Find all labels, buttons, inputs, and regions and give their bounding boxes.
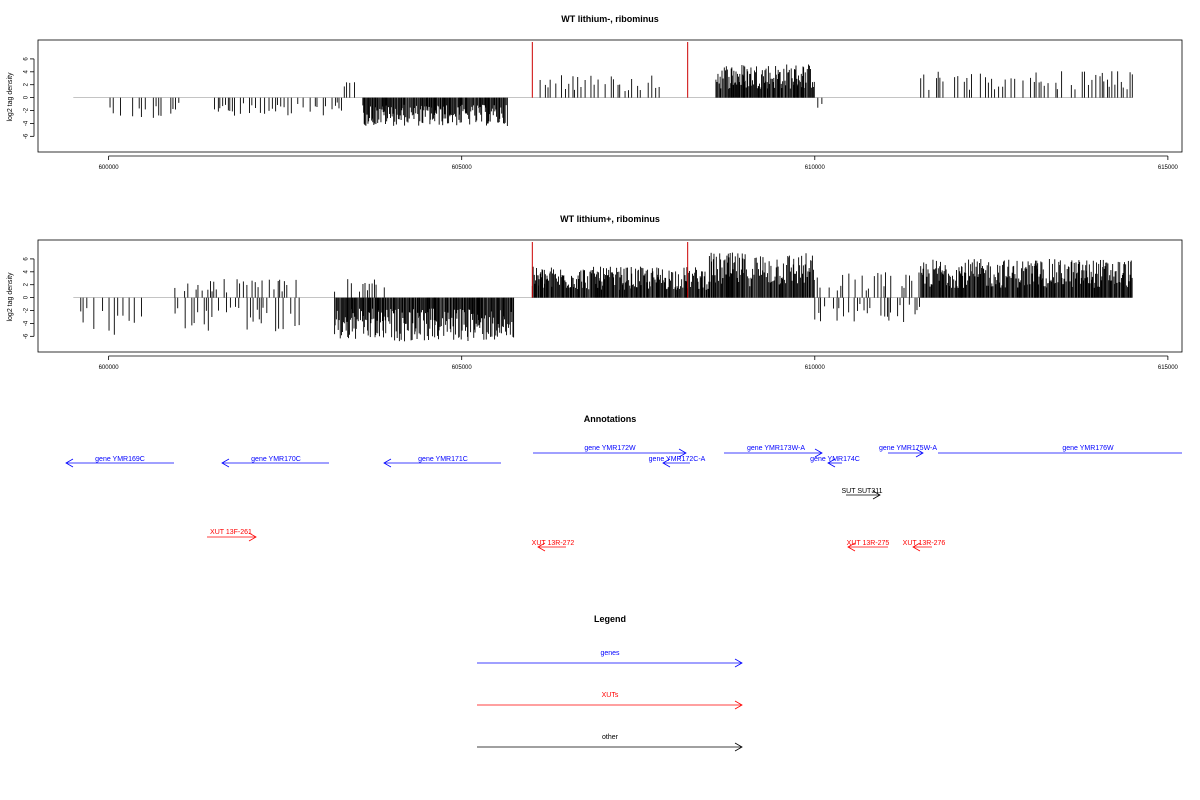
gene-label: gene YMR175W-A xyxy=(879,445,937,452)
signal-bars xyxy=(73,64,1133,126)
plot-frame xyxy=(37,239,1183,353)
y-tick-label: 6 xyxy=(24,257,30,261)
xut-label: XUT 13F-261 xyxy=(210,529,252,536)
xut-13R-272: XUT 13R-272 xyxy=(532,540,575,552)
gene-YMR170C: gene YMR170C xyxy=(221,456,329,468)
y-tick-label: 0 xyxy=(24,295,30,299)
gene-YMR173W-A: gene YMR173W-A xyxy=(724,445,823,458)
panel-title: WT lithium+, ribominus xyxy=(560,214,660,224)
xut-label: XUT 13R-275 xyxy=(847,540,890,547)
plot-frame xyxy=(37,39,1183,153)
sut-SUT311: SUT SUT311 xyxy=(842,488,883,500)
y-tick-label: -4 xyxy=(24,320,30,326)
gene-YMR172W: gene YMR172W xyxy=(533,445,687,458)
xut-label: XUT 13R-276 xyxy=(903,540,946,547)
marker-lines xyxy=(531,242,689,298)
legend-panel: Legend genes XUTs other xyxy=(477,614,743,752)
xut-13F-261: XUT 13F-261 xyxy=(207,529,257,542)
legend-title: Legend xyxy=(594,614,626,624)
legend-xuts-label: XUTs xyxy=(602,692,619,699)
x-tick-label: 600000 xyxy=(99,165,120,171)
gene-YMR175W-A: gene YMR175W-A xyxy=(879,445,937,458)
x-tick-label: 615000 xyxy=(1158,365,1179,371)
xut-label: XUT 13R-272 xyxy=(532,540,575,547)
x-axis: 600000 605000 610000 615000 xyxy=(99,355,1179,371)
signal-bars xyxy=(73,252,1133,342)
x-tick-label: 610000 xyxy=(805,165,826,171)
gene-YMR169C: gene YMR169C xyxy=(65,456,174,468)
gene-YMR171C: gene YMR171C xyxy=(383,456,501,468)
gene-YMR174C: gene YMR174C xyxy=(810,456,860,468)
y-tick-label: 4 xyxy=(24,69,30,73)
y-axis-label: log2 tag density xyxy=(7,272,14,322)
track-panel-lithium-minus: WT lithium-, ribominus log2 tag density … xyxy=(7,14,1183,171)
legend-other-label: other xyxy=(602,734,619,741)
gene-label: gene YMR172C-A xyxy=(649,456,706,463)
panel-title: WT lithium-, ribominus xyxy=(561,14,659,24)
legend-genes: genes xyxy=(477,650,743,668)
legend-genes-label: genes xyxy=(600,650,620,657)
legend-other: other xyxy=(477,734,743,752)
annotations-title: Annotations xyxy=(584,414,637,424)
y-tick-label: 0 xyxy=(24,95,30,99)
y-tick-label: -6 xyxy=(24,133,30,139)
x-tick-label: 600000 xyxy=(99,365,120,371)
y-tick-label: -2 xyxy=(24,307,30,313)
gene-label: gene YMR170C xyxy=(251,456,301,463)
xut-13R-275: XUT 13R-275 xyxy=(847,540,890,552)
gene-YMR176W: gene YMR176W xyxy=(938,445,1182,454)
x-tick-label: 605000 xyxy=(452,365,473,371)
sut-label: SUT SUT311 xyxy=(842,488,883,495)
y-tick-label: -4 xyxy=(24,120,30,126)
y-axis-label: log2 tag density xyxy=(7,72,14,122)
x-tick-label: 615000 xyxy=(1158,165,1179,171)
legend-xuts: XUTs xyxy=(477,692,743,710)
gene-YMR172C-A: gene YMR172C-A xyxy=(649,456,706,468)
y-tick-label: 2 xyxy=(24,282,30,286)
marker-lines xyxy=(531,42,689,98)
y-axis: -6 -4 -2 0 2 4 6 xyxy=(24,257,35,339)
x-tick-label: 605000 xyxy=(452,165,473,171)
track-panel-lithium-plus: WT lithium+, ribominus log2 tag density … xyxy=(7,214,1183,371)
xut-13R-276: XUT 13R-276 xyxy=(903,540,946,552)
y-axis: -6 -4 -2 0 2 4 6 xyxy=(24,57,35,139)
gene-label: gene YMR171C xyxy=(418,456,468,463)
x-axis: 600000 605000 610000 615000 xyxy=(99,155,1179,171)
gene-label: gene YMR173W-A xyxy=(747,445,805,452)
y-tick-label: 2 xyxy=(24,82,30,86)
gene-label: gene YMR172W xyxy=(584,445,636,452)
gene-label: gene YMR169C xyxy=(95,456,145,463)
y-tick-label: 4 xyxy=(24,269,30,273)
gene-label: gene YMR176W xyxy=(1062,445,1114,452)
annotations-panel: Annotations gene YMR169C gene YMR170C ge… xyxy=(65,414,1182,552)
y-tick-label: -2 xyxy=(24,107,30,113)
y-tick-label: 6 xyxy=(24,57,30,61)
y-tick-label: -6 xyxy=(24,333,30,339)
gene-label: gene YMR174C xyxy=(810,456,860,463)
x-tick-label: 610000 xyxy=(805,365,826,371)
